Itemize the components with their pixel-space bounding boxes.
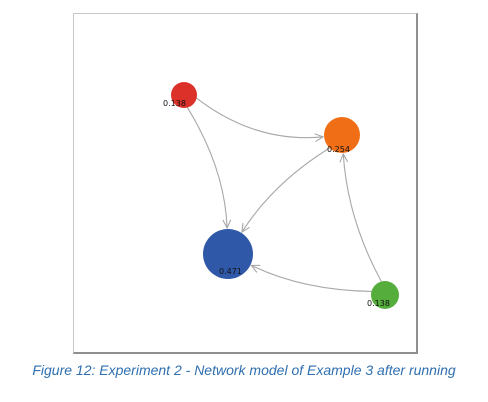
edge-layer — [186, 97, 382, 293]
node-label-green: 0.138 — [367, 299, 390, 308]
diagram-frame — [73, 13, 418, 354]
edge-green-blue — [251, 264, 372, 293]
node-label-orange: 0.254 — [327, 145, 350, 154]
edge-red-orange — [196, 97, 324, 139]
node-label-blue: 0.471 — [219, 267, 242, 276]
node-orange[interactable] — [324, 117, 360, 153]
edge-red-blue — [186, 107, 228, 229]
edge-green-orange — [342, 153, 382, 282]
arrowhead-orange-blue — [241, 223, 250, 234]
node-layer: 0.138 0.254 0.471 0.138 — [163, 82, 399, 309]
arrowhead-green-blue — [250, 264, 261, 273]
arrowhead-green-orange — [339, 152, 349, 163]
figure-caption: Figure 12: Experiment 2 - Network model … — [32, 362, 456, 378]
network-diagram: 0.138 0.254 0.471 0.138 — [163, 82, 399, 309]
arrowhead-red-orange — [314, 133, 325, 143]
node-green[interactable] — [371, 281, 399, 309]
arrowhead-red-blue — [222, 219, 232, 230]
node-red[interactable] — [171, 82, 197, 108]
edge-orange-blue — [241, 147, 330, 233]
node-label-red: 0.138 — [163, 99, 186, 108]
node-blue[interactable] — [203, 229, 253, 279]
